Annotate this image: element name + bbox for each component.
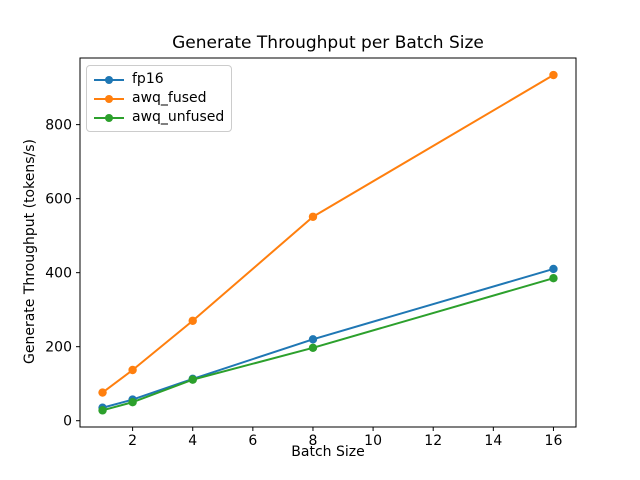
data-point-awq_fused [128,365,137,375]
legend: fp16 awq_fused awq_unfused [86,65,232,132]
y-tick-label: 200 [45,340,72,356]
x-tick-label: 2 [128,433,137,449]
data-point-awq_unfused [549,274,558,283]
x-tick-label: 14 [484,433,502,449]
data-point-awq_fused [188,316,197,325]
x-axis-label: Batch Size [291,444,365,460]
x-tick-label: 8 [309,433,318,449]
data-point-awq_fused [549,70,558,80]
data-point-fp16 [549,264,558,274]
legend-line-marker-icon [94,94,124,104]
legend-label: awq_fused [132,90,207,106]
chart-title: Generate Throughput per Batch Size [172,33,484,53]
legend-line-marker-icon [94,75,124,85]
data-point-awq_unfused [128,398,137,407]
legend-label: fp16 [132,71,164,87]
x-tick-label: 10 [364,433,382,449]
data-point-awq_fused [98,388,107,397]
y-tick-label: 0 [63,414,72,430]
series-line-awq_unfused [102,277,554,412]
x-tick-label: 6 [248,433,257,449]
data-point-awq_unfused [188,375,197,384]
x-tick-label: 4 [188,433,197,449]
legend-item-awq_unfused: awq_unfused [94,108,225,127]
x-tick-label: 12 [424,433,442,449]
y-axis-label: Generate Throughput (tokens/s) [22,139,38,364]
data-point-fp16 [308,335,318,344]
legend-label: awq_unfused [132,109,225,125]
y-tick-label: 600 [45,192,72,208]
axes-spines [79,57,577,428]
y-tick-label: 400 [45,266,72,282]
x-tick-label: 16 [545,433,563,449]
data-point-awq_unfused [308,343,318,352]
legend-item-awq_fused: awq_fused [94,89,223,108]
legend-item-fp16: fp16 [94,70,223,89]
legend-line-marker-icon [94,113,124,123]
data-point-awq_fused [308,212,318,221]
y-tick-label: 800 [45,118,72,134]
data-point-awq_unfused [98,406,107,415]
